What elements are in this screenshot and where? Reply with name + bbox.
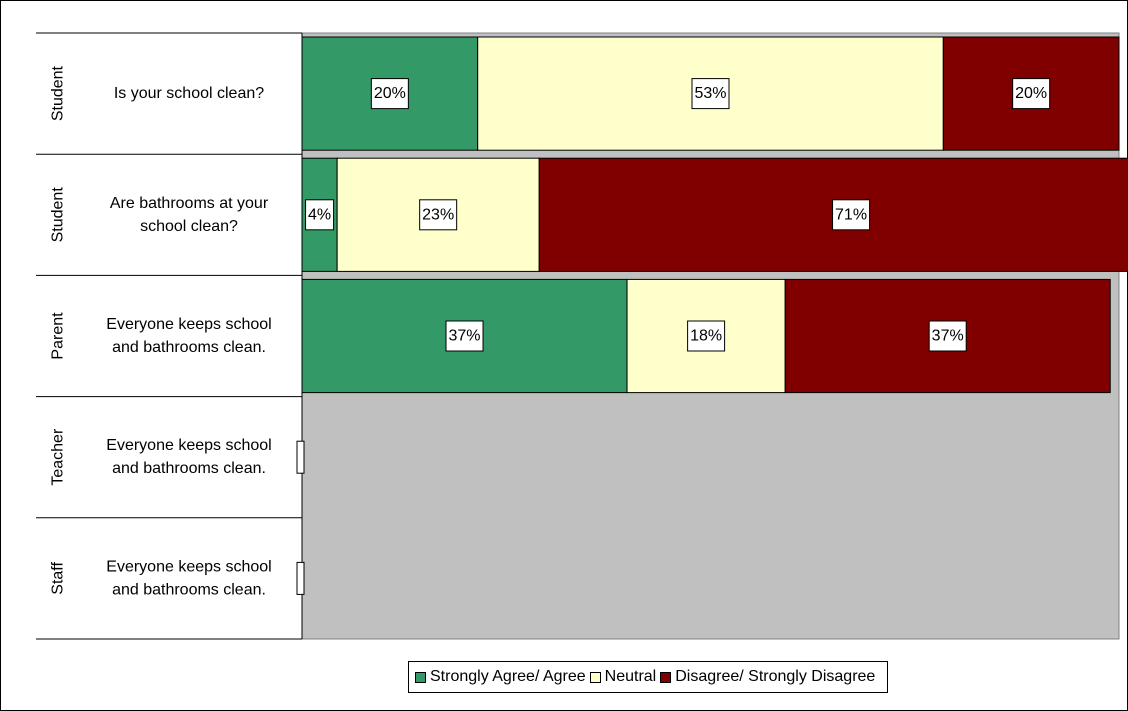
data-label: 53% xyxy=(694,85,726,102)
data-label: 20% xyxy=(1015,85,1047,102)
legend-swatch xyxy=(415,671,426,683)
data-label: 37% xyxy=(449,328,481,345)
empty-data-label xyxy=(296,440,305,474)
data-label: 37% xyxy=(932,328,964,345)
legend-item: Disagree/ Strongly Disagree xyxy=(660,668,875,686)
group-label: Parent xyxy=(50,312,67,360)
data-label: 23% xyxy=(422,206,454,223)
data-label-box xyxy=(370,78,409,110)
legend-item: Neutral xyxy=(589,668,657,686)
data-label: 18% xyxy=(690,328,722,345)
data-label-box xyxy=(1012,78,1051,110)
question-label: Is your school clean? xyxy=(114,85,264,102)
data-label-box xyxy=(305,199,335,231)
legend-label: Disagree/ Strongly Disagree xyxy=(675,668,876,685)
data-label: 20% xyxy=(374,85,406,102)
question-label: Everyone keeps school xyxy=(106,437,271,454)
group-label: Student xyxy=(50,187,67,243)
legend-label: Strongly Agree/ Agree xyxy=(430,668,586,685)
empty-data-label xyxy=(296,561,305,595)
data-label-box xyxy=(832,199,871,231)
group-label: Staff xyxy=(50,562,67,595)
data-label-box xyxy=(419,199,458,231)
data-label-box xyxy=(445,320,484,352)
legend-swatch xyxy=(589,671,601,683)
group-label: Student xyxy=(50,65,67,121)
data-label-box xyxy=(928,320,967,352)
group-label: Teacher xyxy=(50,428,67,486)
data-label: 4% xyxy=(308,206,331,223)
question-label: Are bathrooms at your xyxy=(110,195,269,212)
data-label-box xyxy=(691,78,730,110)
question-label: Everyone keeps school xyxy=(106,316,271,333)
data-label-box xyxy=(687,320,726,352)
chart-legend: Strongly Agree/ Agree Neutral Disagree/ St… xyxy=(408,661,889,693)
data-label: 71% xyxy=(835,206,867,223)
legend-swatch xyxy=(660,671,672,683)
question-label: and bathrooms clean. xyxy=(112,339,266,356)
question-label: Everyone keeps school xyxy=(106,558,271,575)
legend-label: Neutral xyxy=(604,668,657,685)
question-label: and bathrooms clean. xyxy=(112,581,266,598)
question-label: school clean? xyxy=(140,218,238,235)
legend-item: Strongly Agree/ Agree xyxy=(415,668,586,686)
question-label: and bathrooms clean. xyxy=(112,460,266,477)
